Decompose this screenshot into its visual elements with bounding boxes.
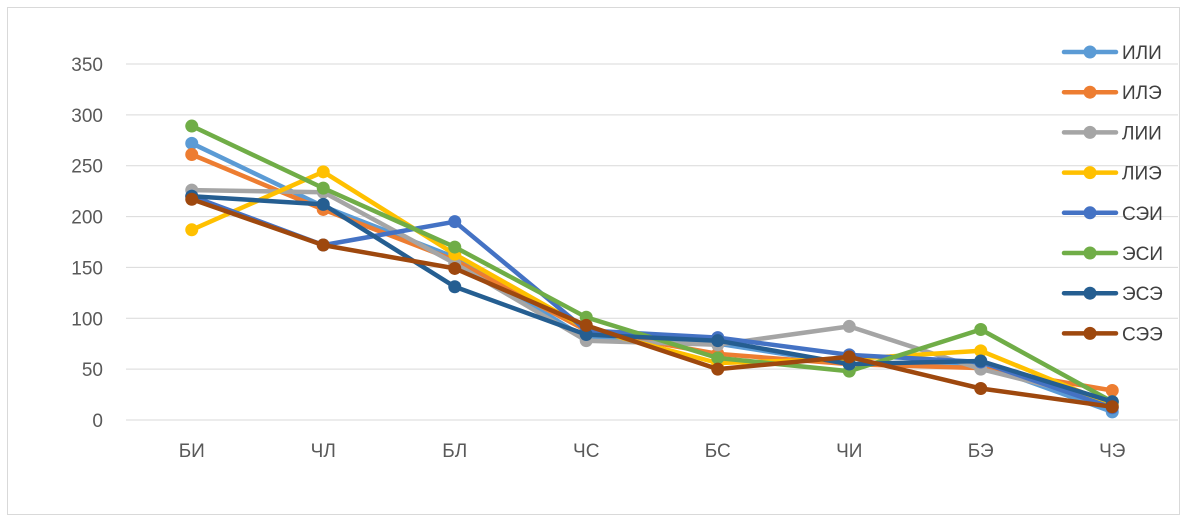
- data-point: [185, 119, 199, 133]
- data-point: [711, 351, 725, 365]
- legend-item: СЭЭ: [1061, 324, 1163, 345]
- series-7: [185, 189, 1119, 409]
- data-point: [316, 197, 330, 211]
- y-tick-label: 0: [92, 411, 103, 432]
- x-tick-label: ЧЭ: [1099, 441, 1125, 462]
- data-point: [974, 354, 988, 368]
- legend-item: ЭСЭ: [1061, 284, 1163, 305]
- series-1: [185, 136, 1119, 419]
- data-point: [316, 181, 330, 195]
- legend-marker: [1083, 326, 1097, 340]
- data-point: [974, 344, 988, 358]
- series-5: [185, 189, 1119, 415]
- series-3: [185, 183, 1119, 409]
- y-tick-label: 300: [71, 106, 103, 127]
- legend-item: ИЛЭ: [1061, 83, 1162, 104]
- data-point: [974, 322, 988, 336]
- legend: ИЛИ ИЛЭ ЛИИ ЛИЭ СЭИ ЭСИ ЭСЭ СЭЭ: [1061, 43, 1163, 345]
- data-point: [974, 381, 988, 395]
- legend-marker: [1083, 246, 1097, 260]
- legend-label: ИЛЭ: [1122, 83, 1162, 104]
- series-line: [189, 141, 1115, 415]
- legend-item: ИЛИ: [1061, 43, 1162, 64]
- x-tick-label: БЭ: [968, 441, 994, 462]
- data-point: [185, 136, 199, 150]
- legend-marker: [1083, 125, 1097, 139]
- y-tick-label: 100: [71, 309, 103, 330]
- x-tick-label: ЧС: [573, 441, 599, 462]
- legend-label: ЛИИ: [1122, 123, 1162, 144]
- data-point: [316, 165, 330, 179]
- y-tick-label: 350: [71, 55, 103, 76]
- legend-marker: [1083, 166, 1097, 180]
- x-tick-label: ЧИ: [836, 441, 862, 462]
- series-lines: [185, 119, 1119, 419]
- data-point: [185, 148, 199, 162]
- x-tick-label: ЧЛ: [311, 441, 336, 462]
- series-line: [189, 197, 1115, 410]
- data-point: [316, 238, 330, 252]
- data-point: [842, 350, 856, 364]
- data-point: [1105, 384, 1119, 398]
- x-tick-label: БИ: [179, 441, 205, 462]
- x-axis-ticks: БИ ЧЛ БЛ ЧС БС ЧИ БЭ ЧЭ: [179, 441, 1126, 462]
- y-tick-label: 250: [71, 157, 103, 178]
- data-point: [448, 215, 462, 229]
- data-point: [1105, 400, 1119, 414]
- legend-label: ИЛИ: [1122, 43, 1162, 64]
- data-point: [448, 280, 462, 294]
- series-line: [189, 193, 1115, 404]
- legend-item: ЛИИ: [1061, 123, 1162, 144]
- data-point: [579, 328, 593, 342]
- legend-marker: [1083, 45, 1097, 59]
- series-line: [189, 193, 1115, 411]
- x-tick-label: БЛ: [442, 441, 467, 462]
- legend-marker: [1083, 206, 1097, 220]
- legend-label: ЭСИ: [1122, 244, 1163, 265]
- data-point: [711, 334, 725, 348]
- legend-marker: [1083, 85, 1097, 99]
- data-point: [448, 261, 462, 275]
- data-point: [185, 192, 199, 206]
- legend-marker: [1083, 286, 1097, 300]
- data-point: [185, 223, 199, 237]
- x-tick-label: БС: [705, 441, 731, 462]
- y-tick-label: 200: [71, 208, 103, 229]
- series-8: [185, 192, 1119, 414]
- legend-label: ЛИЭ: [1122, 164, 1162, 185]
- legend-item: СЭИ: [1061, 204, 1163, 225]
- legend-label: СЭИ: [1122, 204, 1163, 225]
- legend-item: ЛИЭ: [1061, 164, 1162, 185]
- legend-label: ЭСЭ: [1122, 284, 1163, 305]
- data-point: [579, 318, 593, 332]
- data-point: [711, 362, 725, 376]
- chart-area: [7, 7, 1180, 515]
- legend-item: ЭСИ: [1061, 244, 1163, 265]
- y-axis-ticks: 0 50 100 150 200 250 300 350: [71, 55, 103, 432]
- y-tick-label: 50: [82, 360, 103, 381]
- data-point: [842, 319, 856, 333]
- y-tick-label: 150: [71, 258, 103, 279]
- data-point: [448, 240, 462, 254]
- legend-label: СЭЭ: [1122, 324, 1163, 345]
